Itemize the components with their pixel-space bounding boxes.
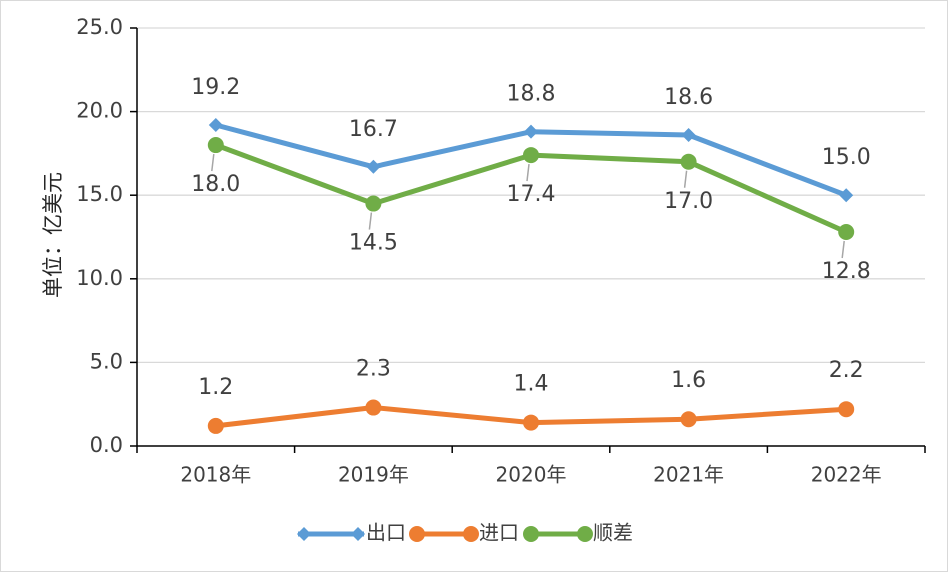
data-point-marker <box>523 414 539 431</box>
legend-marker <box>463 526 479 542</box>
data-label: 18.6 <box>664 85 713 110</box>
data-label: 2.3 <box>356 357 391 382</box>
x-tick-label: 2020年 <box>496 463 567 487</box>
legend-marker <box>351 527 365 541</box>
data-label: 18.8 <box>507 82 556 107</box>
data-label: 12.8 <box>822 259 871 284</box>
data-label: 1.2 <box>198 375 233 400</box>
data-label: 2.2 <box>829 358 864 383</box>
data-point-marker <box>680 153 697 170</box>
gridlines <box>137 27 925 364</box>
x-tick-label: 2018年 <box>180 463 251 487</box>
x-tick-label: 2019年 <box>338 463 409 487</box>
legend-entry-label: 出口 <box>366 521 406 545</box>
legend-entry-label: 顺差 <box>593 521 633 545</box>
label-leader-line <box>841 240 845 259</box>
data-label: 16.7 <box>349 117 398 142</box>
y-tick-label: 20.0 <box>76 99 123 123</box>
data-labels: 19.2 16.7 18.8 18.6 15.0 1.2 2.3 1.4 1.6 2.2 18.0 1… <box>191 75 870 400</box>
label-leader-line <box>683 170 688 188</box>
data-point-marker <box>365 399 382 416</box>
x-tick-label: 2022年 <box>811 463 882 487</box>
data-point-marker <box>680 411 697 428</box>
data-point-marker <box>838 223 855 240</box>
data-point-marker <box>207 137 224 154</box>
data-label: 19.2 <box>191 75 240 100</box>
axes: 0.0 5.0 10.0 15.0 20.0 25.0 2018年 2019年 2020年 202… <box>76 15 926 487</box>
label-leader-line <box>368 212 373 230</box>
data-point-marker <box>838 401 855 418</box>
legend-marker <box>409 526 425 542</box>
data-point-marker <box>839 188 854 203</box>
data-label: 18.0 <box>191 172 240 197</box>
data-label: 15.0 <box>822 145 871 170</box>
data-label: 1.6 <box>671 368 706 393</box>
legend-marker <box>523 526 539 542</box>
data-point-marker <box>207 417 224 434</box>
data-point-marker <box>524 124 538 139</box>
data-point-marker <box>681 128 696 143</box>
y-tick-label: 10.0 <box>76 266 123 290</box>
y-tick-label: 0.0 <box>90 433 123 457</box>
data-label: 17.0 <box>664 189 713 214</box>
data-point-marker <box>208 117 223 132</box>
series-lines <box>207 117 855 434</box>
label-leader-line <box>526 163 530 182</box>
data-point-marker <box>523 147 539 164</box>
y-axis-label: 单位：亿美元 <box>41 172 65 298</box>
y-tick-label: 25.0 <box>76 15 123 39</box>
data-point-marker <box>365 195 382 212</box>
legend-marker <box>577 526 593 542</box>
legend: 出口 进口 顺差 <box>297 521 633 545</box>
y-tick-label: 15.0 <box>76 182 123 206</box>
data-point-marker <box>366 159 381 174</box>
data-label: 14.5 <box>349 231 398 256</box>
data-label: 1.4 <box>514 372 549 397</box>
data-label: 17.4 <box>507 182 556 207</box>
x-tick-label: 2021年 <box>653 463 724 487</box>
y-tick-label: 5.0 <box>90 349 123 373</box>
label-leader-line <box>211 153 215 172</box>
legend-marker <box>297 527 311 541</box>
legend-entry-label: 进口 <box>479 521 519 545</box>
